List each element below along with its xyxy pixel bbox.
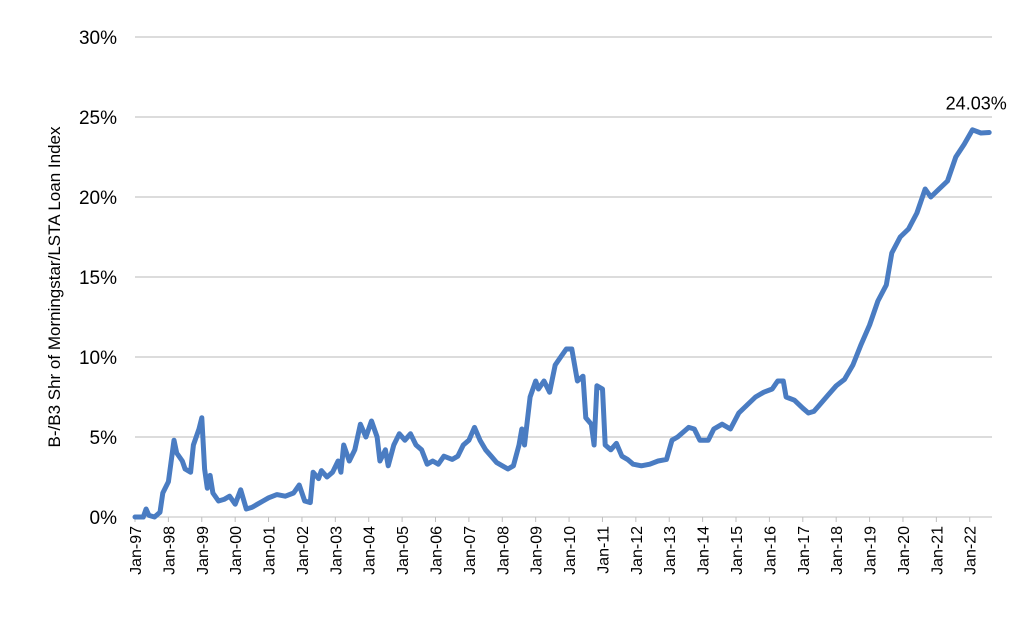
x-tick-label: Jan-99 [195,526,212,575]
x-tick-label: Jan-13 [662,526,679,575]
x-tick-label: Jan-12 [629,526,646,575]
x-tick-label: Jan-06 [429,526,446,575]
x-tick-label: Jan-21 [929,526,946,575]
y-axis-label: B-/B3 Shr of Morningstar/LSTA Loan Index [45,126,64,447]
x-tick-label: Jan-97 [128,526,145,575]
y-tick-label: 20% [79,188,117,209]
x-tick-label: Jan-18 [829,526,846,575]
y-tick-label: 25% [79,108,117,129]
x-tick-label: Jan-01 [262,526,279,575]
x-tick-label: Jan-16 [762,526,779,575]
x-tick-label: Jan-22 [963,526,980,575]
x-tick-label: Jan-17 [796,526,813,575]
x-tick-label: Jan-08 [495,526,512,575]
x-tick-label: Jan-00 [228,526,245,575]
x-tick-label: Jan-11 [595,526,612,574]
last-value-annotation: 24.03% [946,94,1007,114]
x-tick-label: Jan-14 [696,526,713,575]
x-tick-label: Jan-98 [161,526,178,575]
x-tick-label: Jan-05 [395,526,412,575]
x-axis-ticks: Jan-97 Jan-98 Jan-99 Jan-00 Jan-01 Jan-02 Jan-… [128,517,980,575]
x-tick-label: Jan-03 [328,526,345,575]
x-tick-label: Jan-19 [863,526,880,575]
x-tick-label: Jan-02 [295,526,312,575]
y-axis-ticks: 0% 5% 10% 15% 20% 25% 30% [79,28,117,529]
x-tick-label: Jan-15 [729,526,746,575]
x-tick-label: Jan-09 [529,526,546,575]
x-tick-label: Jan-04 [362,526,379,575]
x-tick-label: Jan-07 [462,526,479,575]
y-tick-label: 15% [79,268,117,289]
series-line [132,127,992,520]
y-tick-label: 10% [79,348,117,369]
gridlines [135,36,992,438]
y-tick-label: 5% [90,428,118,449]
x-tick-label: Jan-10 [562,526,579,575]
y-tick-label: 30% [79,28,117,49]
y-tick-label: 0% [90,508,118,529]
x-tick-label: Jan-20 [896,526,913,575]
